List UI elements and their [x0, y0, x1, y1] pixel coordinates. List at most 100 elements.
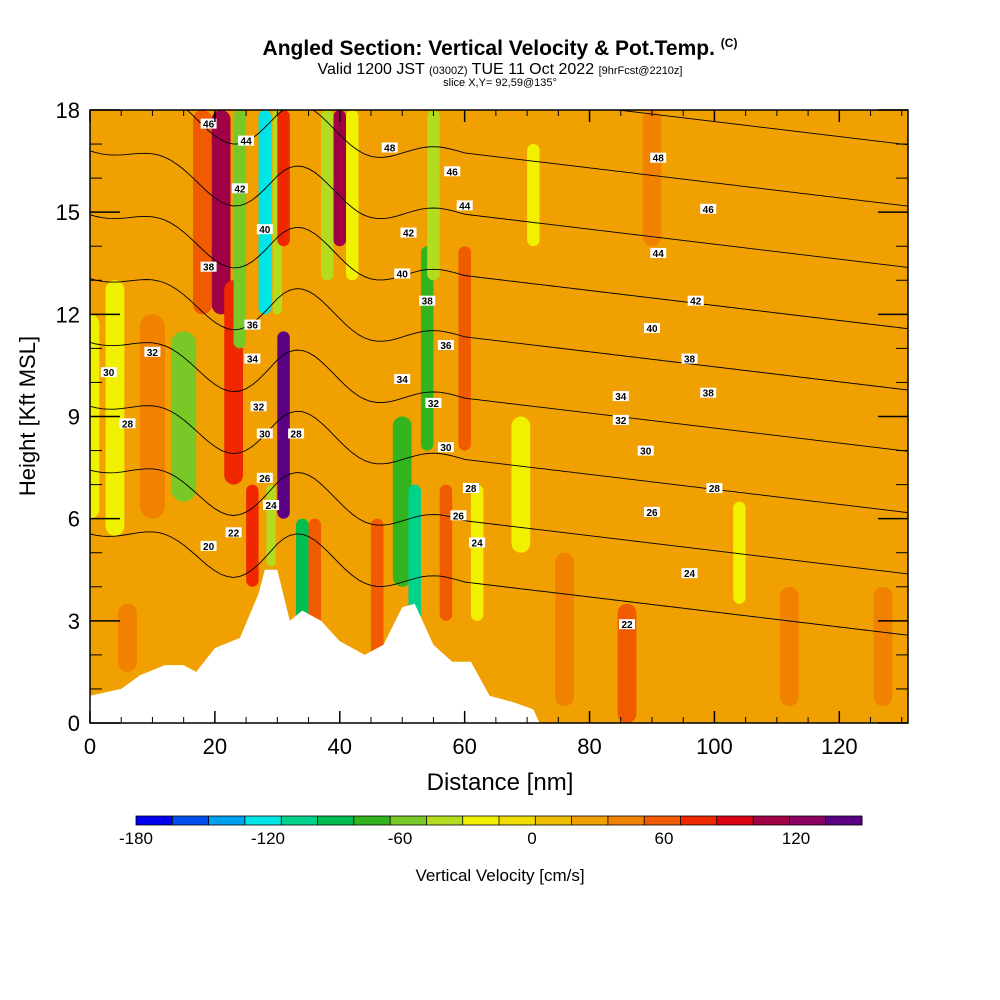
colorbar-tick-label: 60 — [655, 829, 674, 848]
label-text: 28 — [291, 430, 303, 441]
velocity-band — [233, 110, 247, 349]
colorbar-swatch — [462, 816, 500, 825]
valid-prefix: Valid 1200 JST — [317, 61, 425, 78]
label-box — [687, 295, 704, 306]
isentrope-label: 38 — [700, 387, 717, 400]
label-text: 44 — [653, 249, 665, 260]
label-text: 22 — [228, 528, 240, 539]
isentrope-line — [90, 214, 908, 330]
velocity-band — [139, 314, 165, 519]
isentrope-label: 34 — [394, 374, 411, 386]
label-text: 32 — [615, 416, 627, 427]
label-box — [681, 353, 698, 364]
colorbar-tick-label: -180 — [119, 829, 153, 848]
y-tick-label: 0 — [68, 711, 80, 736]
label-box — [450, 510, 467, 521]
isentrope-label: 46 — [700, 203, 717, 216]
colorbar-swatch — [535, 816, 573, 825]
label-box — [119, 418, 136, 429]
label-box — [288, 428, 305, 439]
label-box — [456, 200, 473, 211]
colorbar-swatch — [680, 816, 718, 825]
label-text: 20 — [203, 542, 215, 553]
label-text: 42 — [403, 229, 415, 240]
velocity-band — [458, 246, 471, 451]
terrain — [90, 569, 908, 723]
velocity-band — [118, 603, 137, 672]
label-text: 42 — [234, 184, 246, 195]
y-tick-label: 3 — [68, 609, 80, 634]
isentrope-label: 24 — [469, 537, 486, 550]
isentrope-label: 48 — [381, 142, 398, 155]
isentrope-label: 42 — [400, 227, 417, 240]
label-text: 24 — [472, 539, 484, 550]
velocity-band — [296, 518, 309, 621]
label-text: 38 — [422, 297, 434, 308]
colorbar-swatch — [208, 816, 246, 825]
label-box — [700, 387, 717, 398]
label-text: 46 — [703, 205, 715, 216]
terrain-mask — [90, 569, 908, 723]
label-text: 22 — [621, 620, 633, 631]
velocity-band — [277, 331, 290, 519]
label-box — [419, 295, 436, 306]
velocity-band — [527, 144, 540, 247]
label-box — [400, 227, 417, 238]
isentrope-label: 34 — [244, 353, 261, 366]
label-box — [263, 500, 280, 510]
label-text: 40 — [646, 324, 658, 335]
isentrope-label: 20 — [200, 540, 217, 553]
velocity-band — [470, 484, 484, 621]
label-text: 38 — [703, 389, 715, 400]
label-text: 48 — [384, 144, 396, 155]
label-box — [469, 537, 486, 548]
colorbar-tick-label: 120 — [782, 829, 810, 848]
isentrope-label: 44 — [456, 200, 473, 212]
isentrope-label: 48 — [650, 152, 667, 165]
velocity-band — [258, 110, 272, 315]
y-tick-label: 18 — [56, 98, 80, 123]
label-text: 30 — [259, 430, 271, 441]
label-text: 44 — [241, 137, 253, 148]
colorbar-swatch — [644, 816, 681, 825]
isentrope-label: 38 — [200, 261, 217, 274]
isentrope-label: 32 — [144, 346, 161, 359]
y-axis-label: Height [Kft MSL] — [15, 336, 40, 496]
label-box — [200, 261, 217, 272]
velocity-band — [321, 110, 334, 281]
valid-utc: (0300Z) — [428, 65, 468, 77]
label-box — [681, 568, 698, 579]
label-box — [394, 374, 411, 384]
label-box — [637, 445, 654, 456]
y-tick-label: 6 — [68, 507, 80, 532]
isentrope-label: 44 — [650, 248, 667, 260]
chart-title: Angled Section: Vertical Velocity & Pot.… — [0, 36, 1000, 61]
isentrope-label: 28 — [119, 418, 136, 430]
isentrope-line — [90, 0, 908, 22]
velocity-band — [333, 110, 347, 247]
isentrope-line — [90, 468, 908, 575]
label-box — [244, 319, 261, 330]
isentrope-line — [614, 110, 908, 146]
colorbar-swatch — [244, 816, 282, 825]
label-box — [650, 152, 667, 163]
isentrope-label: 42 — [687, 295, 704, 308]
colorbar-swatch — [789, 816, 827, 825]
label-text: 40 — [259, 225, 271, 236]
colorbar-tick-label: -60 — [388, 829, 413, 848]
isentrope-label: 26 — [644, 506, 660, 519]
label-text: 26 — [646, 508, 658, 519]
colorbar-swatch — [353, 816, 391, 825]
x-axis-label: Distance [nm] — [427, 769, 574, 796]
velocity-band — [171, 331, 197, 502]
velocity-band — [617, 603, 637, 723]
velocity-band — [439, 484, 453, 621]
colorbar-swatch — [136, 816, 173, 825]
slice-info: slice X,Y= 92,59@135° — [443, 77, 557, 89]
label-box — [144, 346, 161, 357]
isentropes — [90, 0, 908, 636]
isentrope-label: 28 — [462, 483, 479, 495]
label-text: 38 — [203, 263, 215, 274]
label-box — [244, 353, 261, 364]
label-box — [444, 166, 461, 177]
